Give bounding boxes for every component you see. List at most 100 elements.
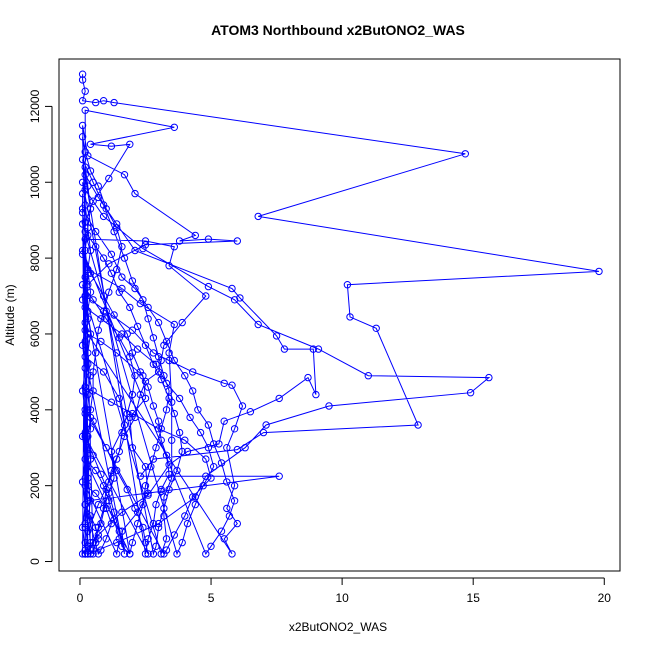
data-point	[84, 349, 92, 357]
data-point	[165, 356, 173, 365]
data-point	[105, 260, 113, 268]
y-tick-label: 12000	[28, 89, 42, 123]
data-point	[128, 326, 137, 334]
data-point	[81, 163, 89, 171]
data-point	[204, 444, 213, 452]
data-point	[120, 550, 129, 558]
data-point	[118, 527, 126, 535]
data-point	[81, 428, 89, 437]
data-point	[84, 463, 92, 471]
data-point	[81, 523, 89, 532]
x-axis-label: x2ButONO2_WAS	[289, 620, 387, 634]
data-point	[228, 381, 236, 389]
data-point	[157, 356, 165, 365]
data-point	[107, 398, 116, 406]
data-point	[78, 281, 87, 289]
data-point	[97, 337, 105, 346]
data-point	[81, 186, 89, 194]
data-point	[144, 303, 152, 312]
data-point	[78, 76, 87, 84]
data-point	[92, 98, 100, 107]
data-point	[120, 171, 129, 179]
data-point	[126, 413, 134, 422]
data-point	[94, 326, 103, 334]
data-point	[220, 535, 228, 543]
data-point	[128, 277, 137, 285]
data-point	[92, 227, 100, 236]
data-point	[170, 356, 179, 365]
data-point	[157, 485, 165, 494]
data-point	[149, 360, 158, 368]
data-point	[81, 500, 89, 509]
data-point	[162, 535, 171, 543]
data-point	[94, 535, 103, 543]
data-point	[120, 421, 129, 429]
data-point	[99, 504, 108, 513]
data-point	[81, 326, 89, 334]
data-point	[144, 489, 152, 497]
data-point	[160, 341, 168, 349]
data-point	[81, 538, 89, 547]
data-point	[84, 482, 92, 490]
data-point	[78, 178, 87, 187]
data-point	[131, 284, 139, 293]
data-point	[157, 425, 165, 433]
data-point	[78, 220, 87, 228]
data-point	[99, 368, 108, 376]
data-point	[84, 152, 92, 160]
y-tick-label: 2000	[28, 472, 42, 499]
data-point	[162, 379, 171, 387]
data-point	[178, 538, 186, 547]
data-point	[228, 284, 236, 293]
data-point	[149, 455, 158, 463]
data-point	[364, 372, 372, 380]
data-point	[131, 246, 139, 255]
data-point	[372, 324, 380, 332]
data-point	[154, 318, 163, 327]
data-point	[133, 508, 142, 516]
data-point	[147, 463, 155, 471]
data-point	[186, 413, 194, 422]
data-point	[115, 394, 124, 403]
data-point	[202, 550, 210, 558]
data-point	[139, 244, 147, 253]
data-point	[99, 201, 108, 209]
data-point	[149, 334, 158, 342]
data-point	[81, 318, 89, 327]
data-point	[173, 550, 181, 558]
data-point	[160, 550, 168, 558]
data-point	[204, 421, 213, 429]
data-point	[78, 296, 87, 304]
data-point	[86, 246, 95, 255]
data-point	[102, 535, 110, 543]
data-point	[275, 394, 283, 403]
data-point	[113, 538, 121, 547]
data-point	[89, 368, 97, 376]
data-point	[173, 466, 181, 475]
data-point	[204, 282, 213, 291]
data-point	[81, 273, 89, 281]
data-point	[78, 341, 87, 349]
data-point	[136, 299, 145, 308]
data-point	[141, 482, 150, 490]
data-point	[78, 387, 87, 395]
data-point	[105, 497, 113, 505]
data-point	[126, 303, 134, 312]
data-point	[225, 512, 234, 520]
data-point	[81, 550, 89, 558]
data-point	[115, 288, 124, 296]
data-point	[78, 70, 87, 78]
data-point	[78, 155, 87, 164]
data-point	[199, 482, 207, 490]
data-point	[78, 478, 87, 486]
data-point	[254, 320, 262, 329]
data-point	[78, 121, 87, 130]
data-point	[113, 224, 121, 232]
data-point	[118, 284, 126, 293]
data-point	[84, 281, 92, 289]
data-point	[86, 288, 95, 296]
data-point	[84, 330, 92, 338]
data-point	[220, 379, 228, 387]
x-tick-label: 5	[208, 591, 215, 605]
data-point	[94, 182, 103, 190]
